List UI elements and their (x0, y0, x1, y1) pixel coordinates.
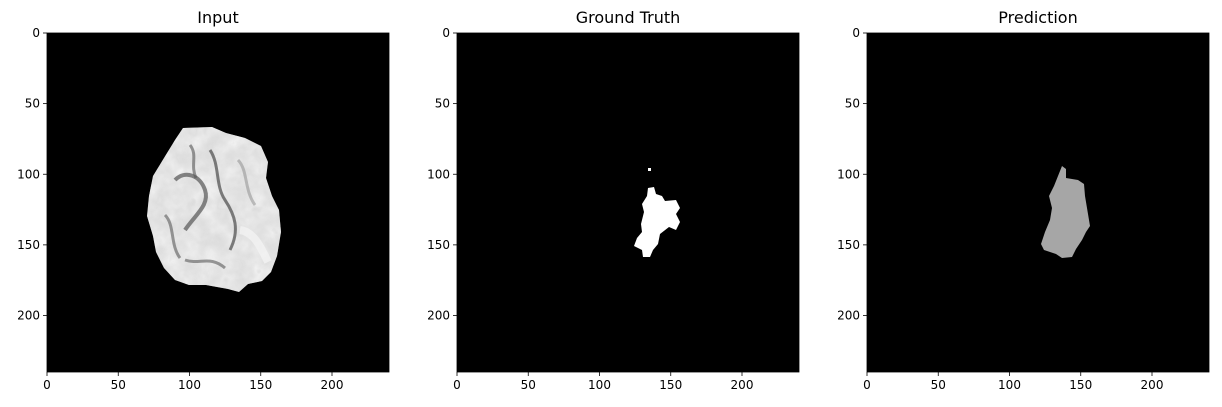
x-tick-label: 50 (111, 378, 126, 392)
panel-ground-truth: Ground Truth 0 50 100 150 200 0 50 100 150 200 (410, 0, 810, 407)
panel-title: Ground Truth (575, 8, 681, 27)
image-axes: 0 50 100 150 200 0 50 100 150 200 (17, 26, 390, 392)
y-tick-label: 0 (442, 26, 450, 40)
y-tick-label: 200 (427, 309, 450, 323)
y-tick-label: 150 (17, 238, 40, 252)
axes-frame (456, 32, 800, 373)
ground-truth-speck (648, 168, 651, 171)
y-tick-label: 200 (837, 309, 860, 323)
panel-input: Input (0, 0, 400, 407)
panel-title: Input (197, 8, 239, 27)
axes-frame (866, 32, 1210, 373)
y-tick-label: 150 (427, 238, 450, 252)
x-tick-label: 100 (998, 378, 1021, 392)
y-tick-label: 100 (17, 167, 40, 181)
y-tick-label: 50 (435, 97, 450, 111)
x-tick-label: 200 (321, 378, 344, 392)
x-tick-label: 50 (521, 378, 536, 392)
prediction-mask (1041, 166, 1090, 258)
x-tick-label: 150 (249, 378, 272, 392)
image-area (867, 33, 1209, 372)
panel-prediction: Prediction 0 50 100 150 200 0 50 100 150 200 (820, 0, 1220, 407)
panel-title: Prediction (998, 8, 1078, 27)
y-tick-label: 0 (852, 26, 860, 40)
x-tick-label: 0 (453, 378, 461, 392)
y-tick-label: 100 (837, 167, 860, 181)
y-tick-label: 200 (17, 309, 40, 323)
x-tick-label: 0 (863, 378, 871, 392)
x-tick-label: 150 (1069, 378, 1092, 392)
y-tick-label: 150 (837, 238, 860, 252)
x-tick-label: 100 (588, 378, 611, 392)
image-axes: 0 50 100 150 200 0 50 100 150 200 (837, 26, 1210, 392)
image-area (457, 33, 799, 372)
axes-frame (46, 32, 390, 373)
x-tick-label: 0 (43, 378, 51, 392)
x-tick-label: 100 (178, 378, 201, 392)
x-tick-label: 200 (731, 378, 754, 392)
y-tick-label: 100 (427, 167, 450, 181)
x-tick-label: 200 (1141, 378, 1164, 392)
y-tick-label: 50 (25, 97, 40, 111)
image-axes: 0 50 100 150 200 0 50 100 150 200 (427, 26, 800, 392)
x-tick-label: 150 (659, 378, 682, 392)
y-tick-label: 0 (32, 26, 40, 40)
ground-truth-mask (634, 187, 680, 257)
y-tick-label: 50 (845, 97, 860, 111)
x-tick-label: 50 (931, 378, 946, 392)
